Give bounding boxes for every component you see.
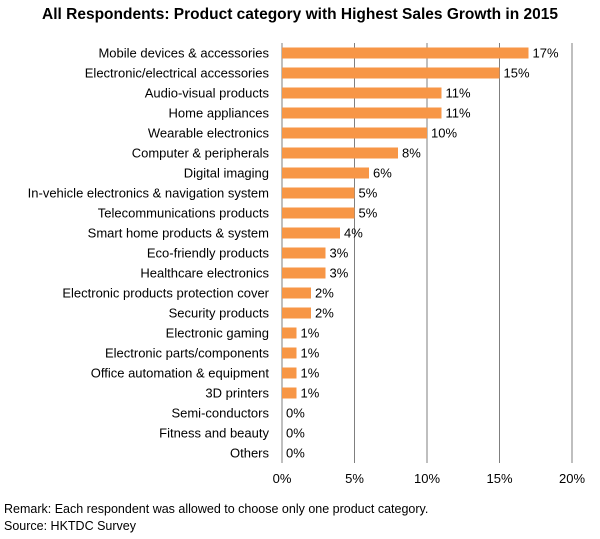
category-label: 3D printers [205,386,269,401]
bar [282,47,529,59]
x-tick-label: 10% [414,471,440,486]
data-label: 0% [286,426,305,441]
bar [282,187,355,199]
category-labels: Mobile devices & accessories Electronic/e… [28,46,270,461]
data-label: 15% [504,66,530,81]
x-tick-label: 15% [486,471,512,486]
bar [282,287,311,299]
bar [282,347,297,359]
bar [282,127,427,139]
data-label: 10% [431,126,457,141]
category-label: Office automation & equipment [91,366,270,381]
data-label: 4% [344,226,363,241]
chart-title: All Respondents: Product category with H… [42,6,558,23]
data-label: 1% [301,326,320,341]
data-label: 3% [330,266,349,281]
category-label: Semi-conductors [171,406,269,421]
data-label: 5% [359,206,378,221]
bar [282,267,326,279]
category-label: Healthcare electronics [140,266,269,281]
bar [282,147,398,159]
category-label: Computer & peripherals [132,146,270,161]
category-label: Digital imaging [184,166,269,181]
category-label: Others [230,446,270,461]
data-label: 6% [373,166,392,181]
x-tick-label: 0% [273,471,292,486]
data-label: 2% [315,286,334,301]
data-label: 8% [402,146,421,161]
category-label: Audio-visual products [145,86,270,101]
bar [282,327,297,339]
data-label: 17% [533,46,559,61]
bar [282,167,369,179]
x-tick-label: 5% [345,471,364,486]
x-tick-labels: 0% 5% 10% 15% 20% [273,471,586,486]
category-label: Eco-friendly products [147,246,270,261]
bar [282,307,311,319]
data-label: 5% [359,186,378,201]
data-label: 0% [286,446,305,461]
category-label: Fitness and beauty [159,426,269,441]
category-label: Home appliances [169,106,270,121]
source-text: Source: HKTDC Survey [4,519,136,533]
data-label: 2% [315,306,334,321]
data-label: 1% [301,386,320,401]
category-label: Smart home products & system [88,226,269,241]
data-label: 0% [286,406,305,421]
data-label: 11% [446,106,471,121]
category-label: Mobile devices & accessories [98,46,269,61]
bars [282,47,529,399]
category-label: Electronic products protection cover [62,286,269,301]
bar [282,107,442,119]
bar [282,247,326,259]
category-label: Electronic gaming [166,326,269,341]
bar [282,227,340,239]
category-label: Electronic parts/components [105,346,270,361]
category-label: Wearable electronics [148,126,270,141]
data-label: 11% [446,86,471,101]
remark-text: Remark: Each respondent was allowed to c… [4,502,429,516]
bar [282,67,500,79]
data-label: 1% [301,366,320,381]
x-tick-label: 20% [559,471,585,486]
category-label: Electronic/electrical accessories [85,66,270,81]
category-label: In-vehicle electronics & navigation syst… [28,186,269,201]
bar [282,367,297,379]
value-labels: 17%15% 11% 11% 10% 8% 6% 5% 5% 4% 3% 3% 2% 2% 1% 1% 1% 1… [286,46,559,461]
data-label: 1% [301,346,320,361]
bar-chart: Mobile devices & accessories Electronic/e… [28,43,586,486]
bar [282,207,355,219]
category-label: Telecommunications products [98,206,270,221]
category-label: Security products [169,306,270,321]
bar [282,387,297,399]
data-label: 3% [330,246,349,261]
bar [282,87,442,99]
